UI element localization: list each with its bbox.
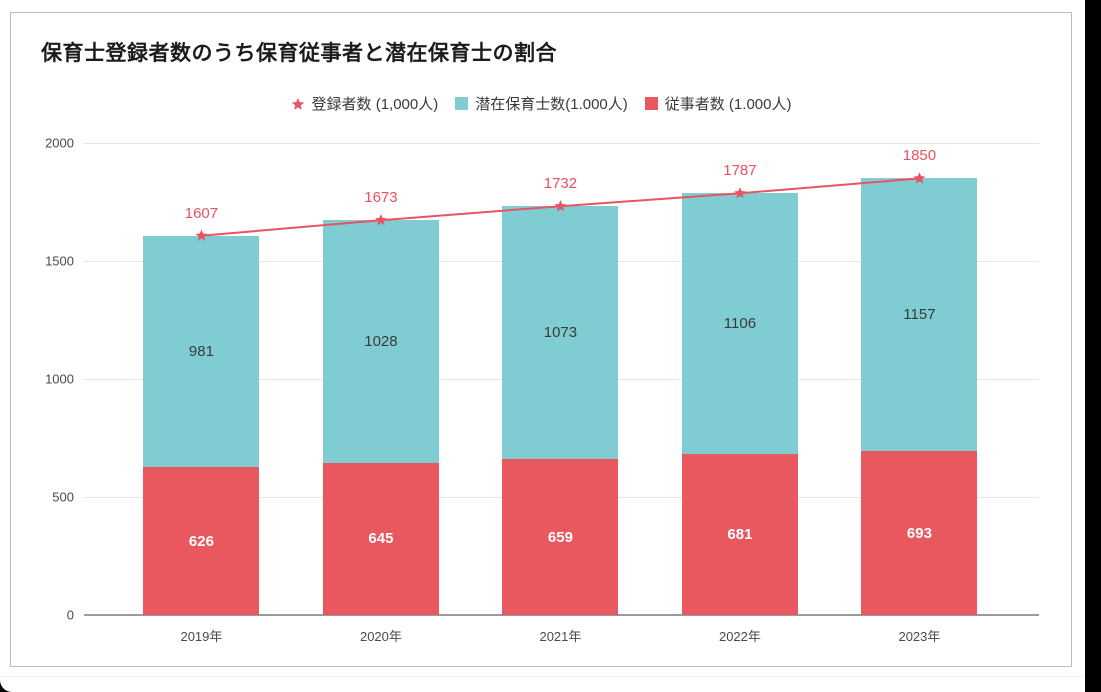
bar-value-label: 645 bbox=[368, 530, 394, 548]
bar-segment-latent[interactable]: 1106 bbox=[681, 193, 798, 455]
bar-value-label: 1106 bbox=[723, 315, 757, 333]
x-axis-tick-label: 2021年 bbox=[539, 629, 582, 644]
legend-star-icon bbox=[291, 97, 304, 110]
line-value-label: 1607 bbox=[184, 204, 219, 222]
x-axis-tick-label: 2020年 bbox=[359, 629, 402, 644]
legend-square-icon bbox=[455, 97, 469, 110]
bar-value-label: 681 bbox=[727, 526, 753, 544]
chart-plot-area: 0 500 1000 1500 2000 626 981 2019年 645 1028 2020年 6… bbox=[45, 136, 1039, 644]
bar-segment-latent[interactable]: 1157 bbox=[861, 178, 978, 452]
x-axis-tick-label: 2022年 bbox=[718, 629, 761, 644]
chart-title: 保育士登録者数のうち保育従事者と潜在保育士の割合 bbox=[41, 42, 557, 65]
bar-segment-workers[interactable]: 626 bbox=[143, 467, 260, 615]
line-value-label: 1787 bbox=[723, 162, 757, 180]
y-axis-tick-label: 1000 bbox=[45, 371, 74, 387]
y-axis-tick-label: 500 bbox=[52, 489, 74, 505]
legend-item-label: 従事者数 (1.000人) bbox=[664, 96, 792, 113]
bar-segment-workers[interactable]: 659 bbox=[502, 459, 619, 615]
bar-value-label: 693 bbox=[906, 524, 932, 542]
grid-line bbox=[84, 143, 1039, 144]
chart-legend: 登録者数 (1,000人) 潜在保育士数(1.000人) 従事者数 (1.000人) bbox=[11, 93, 1071, 114]
x-axis-tick-label: 2023年 bbox=[898, 629, 941, 644]
y-axis-tick-label: 1500 bbox=[45, 253, 74, 269]
bar-value-label: 1028 bbox=[364, 332, 398, 350]
line-value-label: 1673 bbox=[364, 189, 398, 207]
bar-segment-workers[interactable]: 645 bbox=[322, 462, 439, 615]
legend-item-0[interactable]: 登録者数 (1,000人) bbox=[291, 93, 439, 114]
bar-segment-latent[interactable]: 1028 bbox=[322, 220, 439, 463]
bar-segment-latent[interactable]: 981 bbox=[143, 235, 260, 468]
legend-item-1[interactable]: 潜在保育士数(1.000人) bbox=[455, 93, 628, 114]
bar-value-label: 981 bbox=[188, 343, 214, 360]
bar-value-label: 1073 bbox=[543, 324, 578, 342]
legend-item-2[interactable]: 従事者数 (1.000人) bbox=[644, 93, 792, 114]
x-axis-line bbox=[84, 614, 1039, 616]
legend-square-icon bbox=[644, 97, 658, 110]
bar-segment-workers[interactable]: 693 bbox=[861, 451, 978, 615]
chart-card: 保育士登録者数のうち保育従事者と潜在保育士の割合 登録者数 (1,000人) 潜在… bbox=[10, 12, 1072, 667]
y-axis-tick-label: 0 bbox=[66, 607, 74, 623]
y-axis-tick-label: 2000 bbox=[45, 135, 74, 151]
bar-segment-workers[interactable]: 681 bbox=[681, 454, 798, 615]
bottom-divider bbox=[0, 676, 1085, 677]
bar-value-label: 659 bbox=[547, 528, 573, 546]
line-value-label: 1850 bbox=[902, 147, 937, 165]
x-axis-tick-label: 2019年 bbox=[180, 629, 223, 644]
legend-item-label: 潜在保育士数(1.000人) bbox=[475, 96, 628, 113]
bar-segment-latent[interactable]: 1073 bbox=[502, 206, 619, 460]
bar-value-label: 626 bbox=[188, 532, 214, 550]
line-value-label: 1732 bbox=[543, 175, 578, 193]
bar-value-label: 1157 bbox=[903, 306, 936, 324]
legend-item-label: 登録者数 (1,000人) bbox=[311, 96, 439, 113]
